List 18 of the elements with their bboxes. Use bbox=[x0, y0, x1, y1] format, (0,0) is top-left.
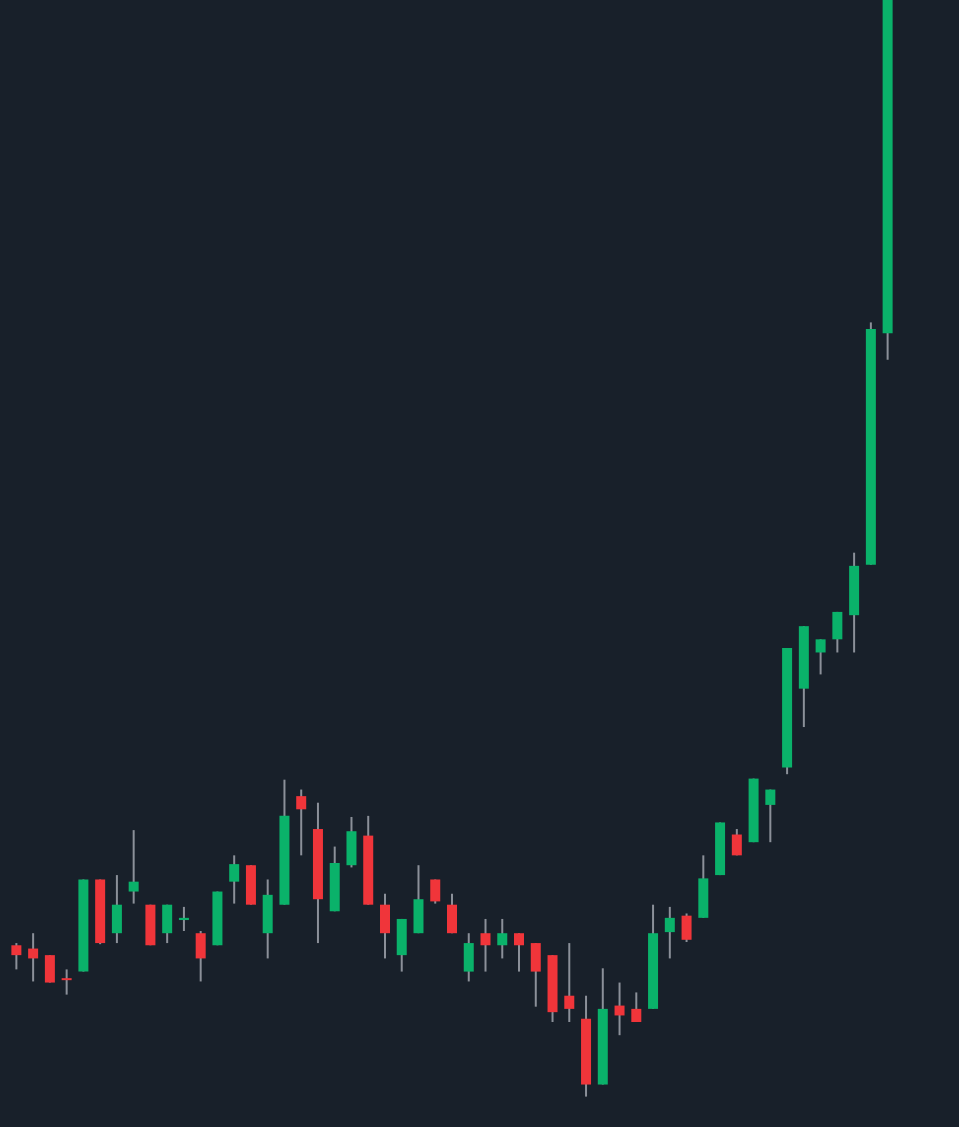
candlestick bbox=[296, 788, 307, 857]
candlestick bbox=[128, 829, 139, 905]
candlestick bbox=[480, 917, 491, 973]
candlestick bbox=[11, 942, 22, 971]
candlestick bbox=[731, 828, 742, 857]
candlestick bbox=[564, 942, 575, 1024]
candlestick bbox=[514, 932, 525, 973]
candlestick bbox=[430, 878, 441, 905]
candlestick bbox=[61, 968, 72, 996]
candlestick bbox=[178, 905, 189, 933]
candlestick bbox=[28, 932, 39, 983]
candlestick bbox=[631, 991, 642, 1024]
candlestick bbox=[229, 854, 240, 905]
candlestick bbox=[765, 788, 776, 844]
candlestick bbox=[497, 917, 508, 960]
candlestick bbox=[664, 905, 675, 960]
candlestick bbox=[614, 981, 625, 1037]
candlestick bbox=[815, 638, 826, 676]
